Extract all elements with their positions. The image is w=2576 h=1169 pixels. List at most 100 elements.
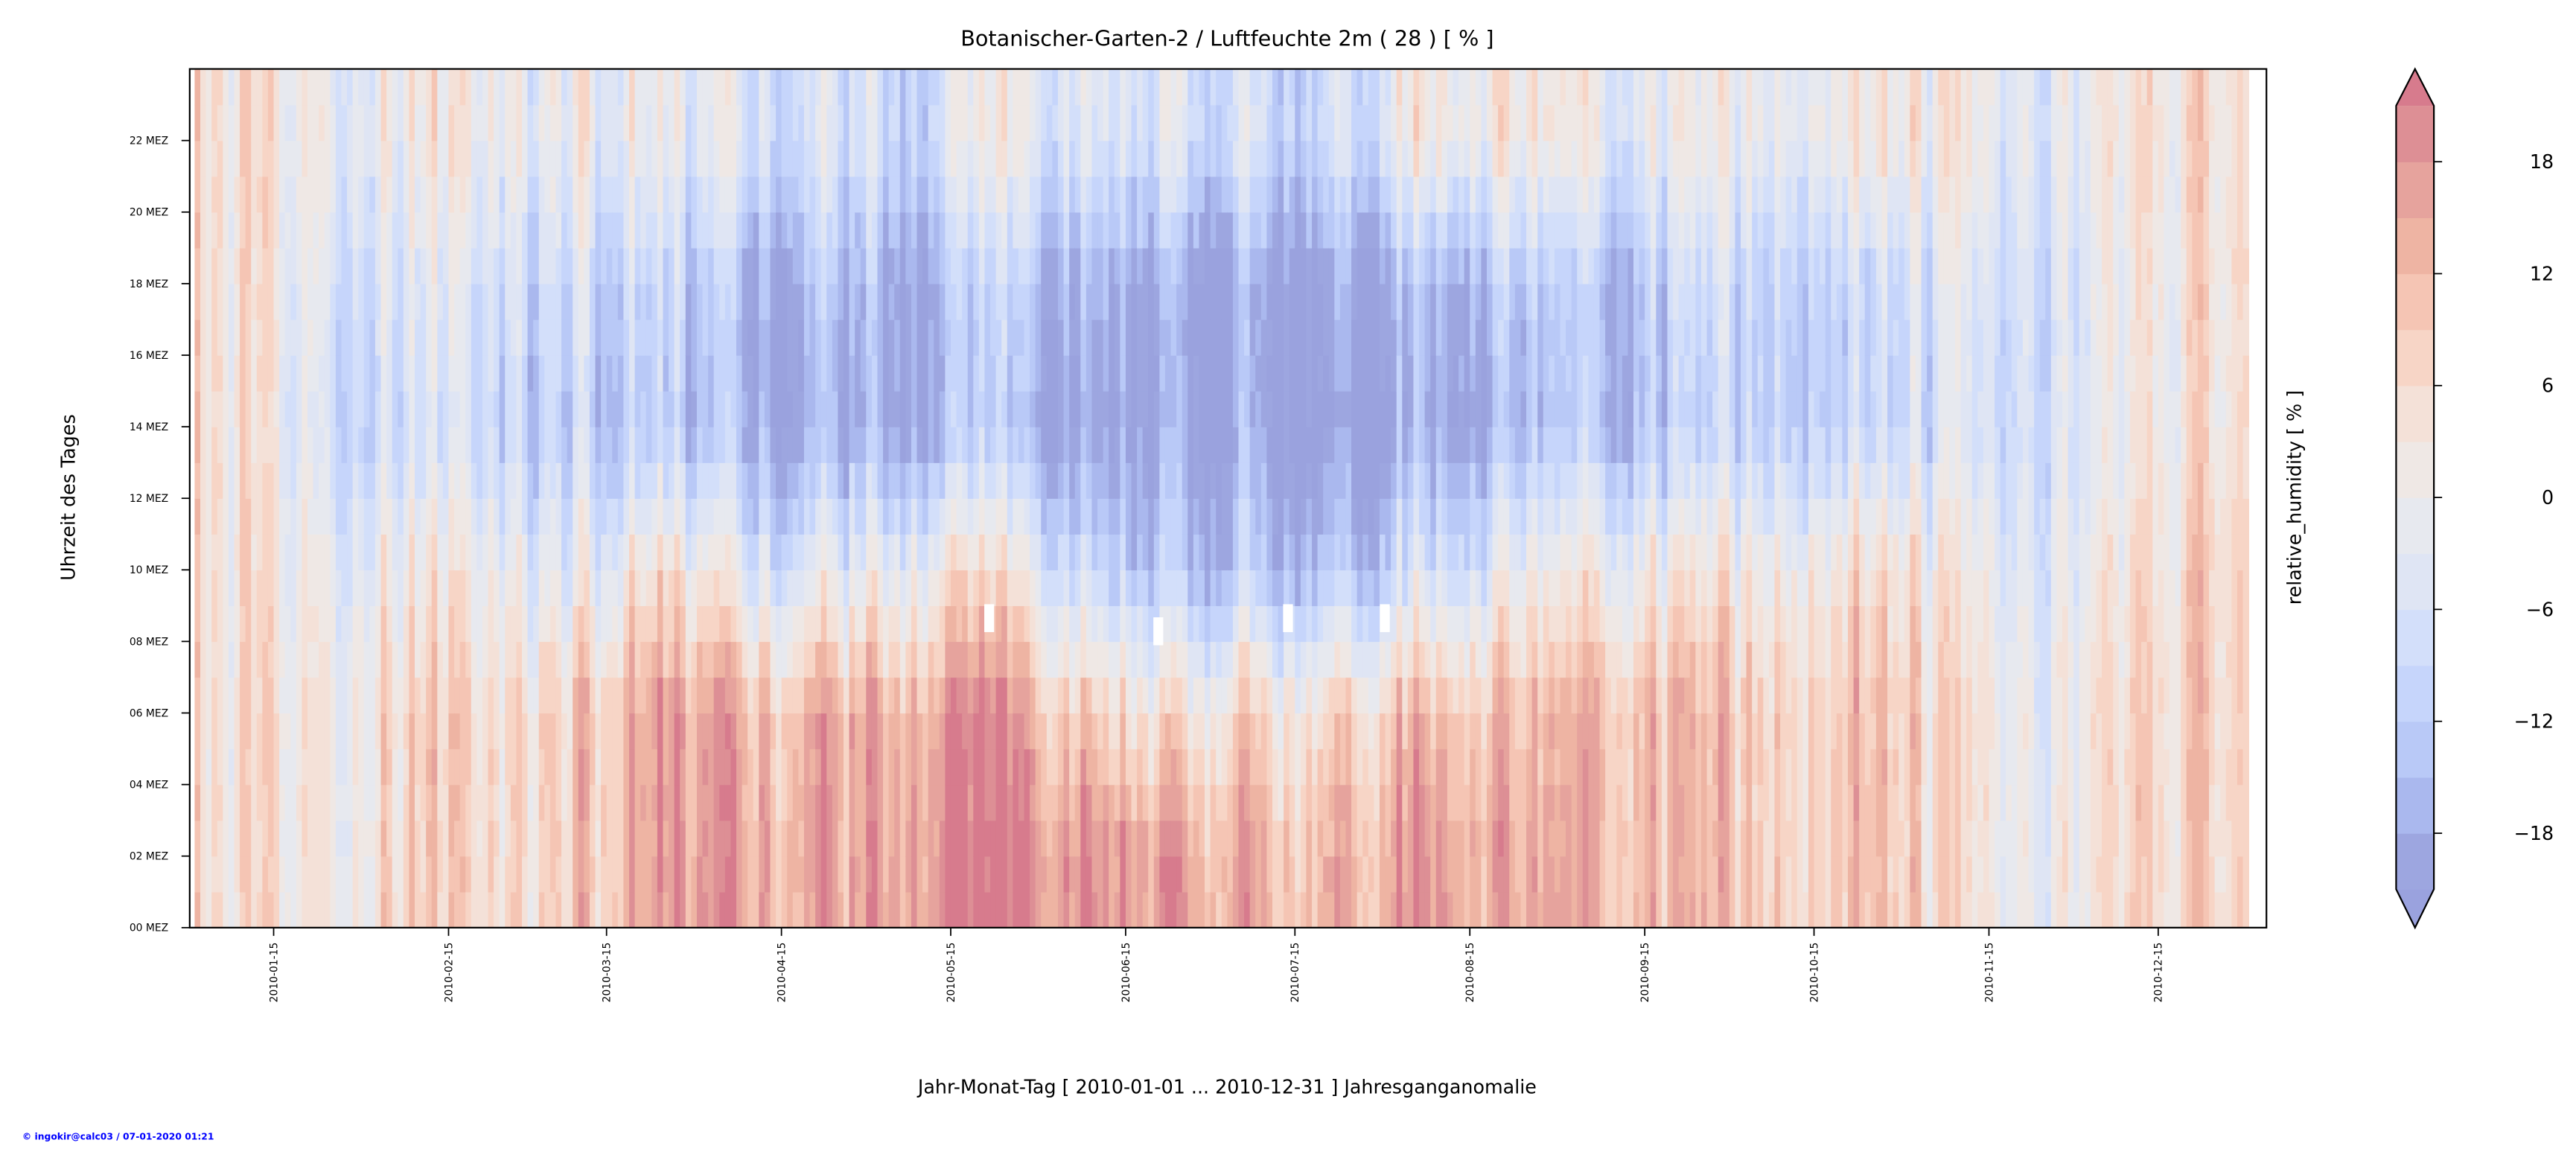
heatmap-cell — [538, 713, 546, 750]
heatmap-cell — [945, 247, 951, 284]
heatmap-cell — [1085, 748, 1093, 786]
heatmap-cell — [1345, 355, 1352, 392]
heatmap-cell — [437, 283, 444, 320]
heatmap-cell — [217, 104, 224, 141]
heatmap-cell — [696, 211, 704, 249]
heatmap-cell — [1260, 498, 1268, 535]
heatmap-cell — [962, 713, 969, 750]
heatmap-cell — [1148, 748, 1155, 786]
heatmap-cell — [374, 283, 382, 320]
heatmap-cell — [369, 427, 376, 463]
heatmap-cell — [211, 427, 218, 463]
heatmap-cell — [426, 891, 433, 928]
heatmap-cell — [1097, 319, 1104, 356]
heatmap-cell — [995, 69, 1003, 106]
heatmap-cell — [369, 605, 376, 643]
heatmap-cell — [398, 104, 404, 141]
heatmap-cell — [302, 319, 308, 356]
heatmap-cell — [341, 247, 348, 284]
heatmap-cell — [527, 784, 535, 821]
heatmap-cell — [335, 69, 342, 106]
heatmap-cell — [1227, 427, 1234, 463]
heatmap-cell — [640, 677, 647, 714]
heatmap-cell — [1210, 427, 1217, 463]
heatmap-cell — [747, 355, 754, 392]
heatmap-cell — [945, 211, 951, 249]
heatmap-cell — [674, 391, 681, 427]
heatmap-cell — [1041, 140, 1048, 177]
heatmap-cell — [708, 391, 715, 427]
heatmap-cell — [950, 283, 957, 320]
heatmap-cell — [696, 856, 704, 893]
heatmap-cell — [815, 247, 822, 284]
heatmap-cell — [284, 784, 292, 821]
heatmap-cell — [1041, 570, 1048, 607]
heatmap-cell — [194, 784, 201, 821]
heatmap-cell — [838, 498, 844, 535]
heatmap-cell — [1041, 247, 1048, 284]
heatmap-cell — [414, 319, 421, 356]
heatmap-cell — [1351, 247, 1358, 284]
heatmap-cell — [787, 534, 794, 570]
heatmap-cell — [1278, 283, 1285, 320]
heatmap-cell — [617, 534, 625, 570]
heatmap-cell — [589, 140, 596, 177]
heatmap-cell — [1227, 784, 1234, 821]
heatmap-cell — [476, 641, 483, 678]
heatmap-cell — [1091, 784, 1098, 821]
heatmap-cell — [1103, 677, 1110, 714]
heatmap-cell — [223, 462, 229, 499]
heatmap-cell — [1063, 891, 1071, 928]
heatmap-cell — [809, 69, 816, 106]
heatmap-cell — [1013, 140, 1019, 177]
heatmap-cell — [1266, 176, 1273, 213]
heatmap-cell — [753, 462, 760, 499]
heatmap-cell — [1131, 856, 1138, 893]
heatmap-cell — [922, 427, 929, 463]
heatmap-cell — [471, 176, 478, 213]
heatmap-cell — [843, 283, 850, 320]
heatmap-cell — [437, 211, 444, 249]
heatmap-cell — [1018, 891, 1025, 928]
heatmap-cell — [341, 534, 348, 570]
heatmap-cell — [956, 391, 963, 427]
heatmap-cell — [764, 641, 771, 678]
heatmap-cell — [606, 211, 613, 249]
heatmap-cell — [431, 247, 439, 284]
heatmap-cell — [995, 820, 1003, 857]
heatmap-cell — [1328, 247, 1336, 284]
heatmap-cell — [527, 355, 535, 392]
heatmap-cell — [922, 677, 929, 714]
heatmap-cell — [273, 570, 281, 607]
heatmap-cell — [471, 641, 478, 678]
heatmap-cell — [962, 605, 969, 643]
heatmap-cell — [584, 319, 590, 356]
heatmap-cell — [730, 462, 737, 499]
heatmap-cell — [567, 104, 574, 141]
heatmap-cell — [1278, 534, 1285, 570]
heatmap-cell — [302, 570, 308, 607]
heatmap-cell — [736, 856, 743, 893]
heatmap-cell — [1153, 319, 1161, 356]
heatmap-cell — [510, 319, 517, 356]
heatmap-cell — [1057, 283, 1065, 320]
heatmap-cell — [1266, 140, 1273, 177]
heatmap-cell — [623, 570, 630, 607]
heatmap-cell — [1210, 247, 1217, 284]
heatmap-cell — [533, 391, 540, 427]
heatmap-cell — [894, 820, 901, 857]
heatmap-cell — [776, 391, 782, 427]
heatmap-cell — [1103, 641, 1110, 678]
heatmap-cell — [1312, 748, 1319, 786]
heatmap-cell — [776, 677, 782, 714]
heatmap-cell — [1007, 176, 1014, 213]
heatmap-cell — [962, 856, 969, 893]
heatmap-cell — [956, 748, 963, 786]
heatmap-cell — [240, 69, 246, 106]
heatmap-cell — [708, 891, 715, 928]
heatmap-cell — [606, 319, 613, 356]
heatmap-cell — [702, 176, 709, 213]
heatmap-cell — [240, 856, 246, 893]
heatmap-cell — [1216, 641, 1222, 678]
